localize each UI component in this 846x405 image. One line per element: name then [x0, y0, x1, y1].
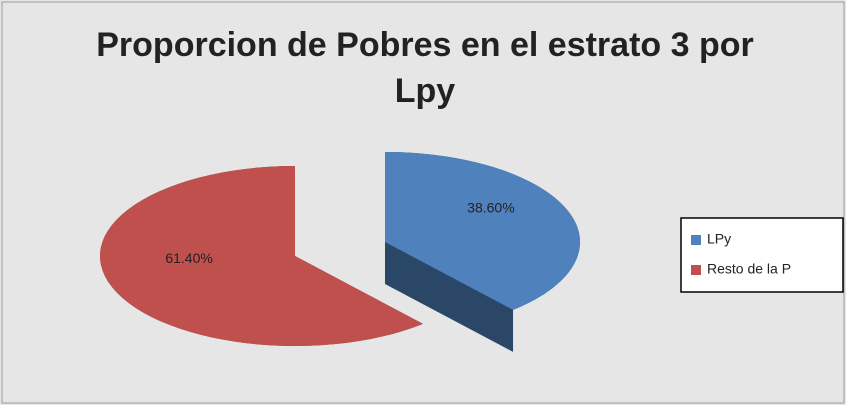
- legend-box: [680, 217, 844, 293]
- legend-swatch: [691, 265, 701, 275]
- legend-label: Resto de la P: [707, 261, 791, 277]
- data-label: 38.60%: [467, 199, 514, 215]
- legend-swatch: [691, 235, 701, 245]
- slice: [100, 166, 424, 346]
- chart-title: Proporcion de Pobres en el estrato 3 por…: [96, 26, 754, 110]
- slice: [385, 152, 580, 310]
- data-label: 61.40%: [165, 250, 212, 266]
- legend-label: LPy: [707, 231, 731, 247]
